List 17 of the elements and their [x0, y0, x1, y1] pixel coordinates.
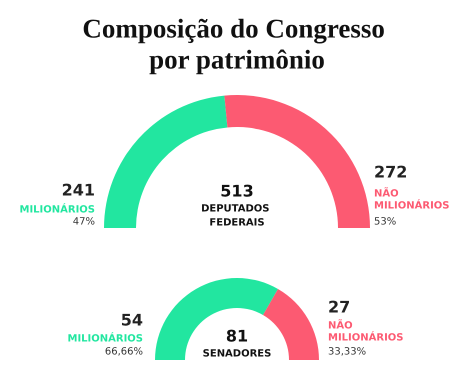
text: 33,33%	[328, 346, 366, 358]
text: 66,66%	[104, 346, 143, 358]
text: 53%	[374, 216, 396, 228]
slice-label: MILIONÁRIOS	[68, 332, 143, 344]
data-label: 241	[62, 180, 95, 200]
data-label: 27	[328, 298, 350, 316]
slice-label: NÃO MILIONÁRIOS	[374, 186, 450, 212]
text: 513	[220, 182, 254, 200]
text: SENADORES	[202, 348, 272, 360]
data-label: 54	[120, 310, 143, 330]
text: DEPUTADOS FEDERAIS	[201, 204, 273, 228]
chart-title: Composição do Congresso por patrimônio	[82, 14, 392, 74]
text: 47%	[72, 216, 95, 228]
text: 81	[226, 326, 248, 346]
data-label: 272	[374, 162, 408, 182]
slice-label: NÃO MILIONÁRIOS	[328, 318, 404, 344]
slice-label: MILIONÁRIOS	[20, 202, 95, 216]
